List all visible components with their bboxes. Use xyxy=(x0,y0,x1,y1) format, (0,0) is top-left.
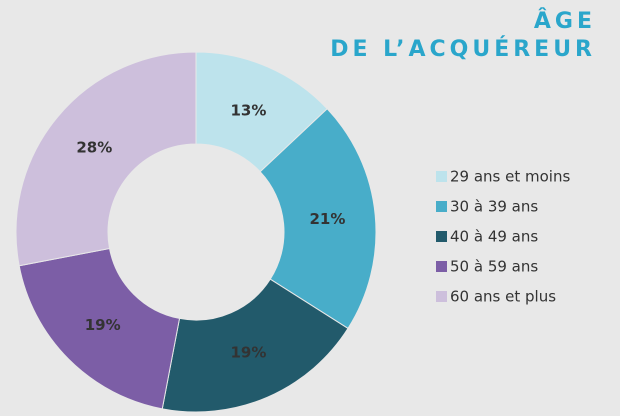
legend-swatch xyxy=(436,291,447,302)
legend-swatch xyxy=(436,171,447,182)
value-label: 21% xyxy=(309,210,345,228)
legend-label: 60 ans et plus xyxy=(450,288,556,306)
legend-label: 30 à 39 ans xyxy=(450,198,538,216)
slice xyxy=(15,51,197,267)
legend-swatch xyxy=(436,261,447,272)
value-label: 19% xyxy=(230,344,266,362)
legend-label: 29 ans et moins xyxy=(450,168,570,186)
value-label: 28% xyxy=(76,138,112,156)
chart-subtitle: DE L’ACQUÉREUR xyxy=(330,36,596,62)
legend-swatch xyxy=(436,201,447,212)
slice xyxy=(161,278,349,413)
slice xyxy=(259,108,377,330)
chart-title: ÂGE xyxy=(534,8,596,34)
legend-label: 50 à 59 ans xyxy=(450,258,538,276)
value-label: 19% xyxy=(85,316,121,334)
slice xyxy=(18,247,181,410)
legend-label: 40 à 49 ans xyxy=(450,228,538,246)
legend-swatch xyxy=(436,231,447,242)
value-label: 13% xyxy=(230,101,266,119)
